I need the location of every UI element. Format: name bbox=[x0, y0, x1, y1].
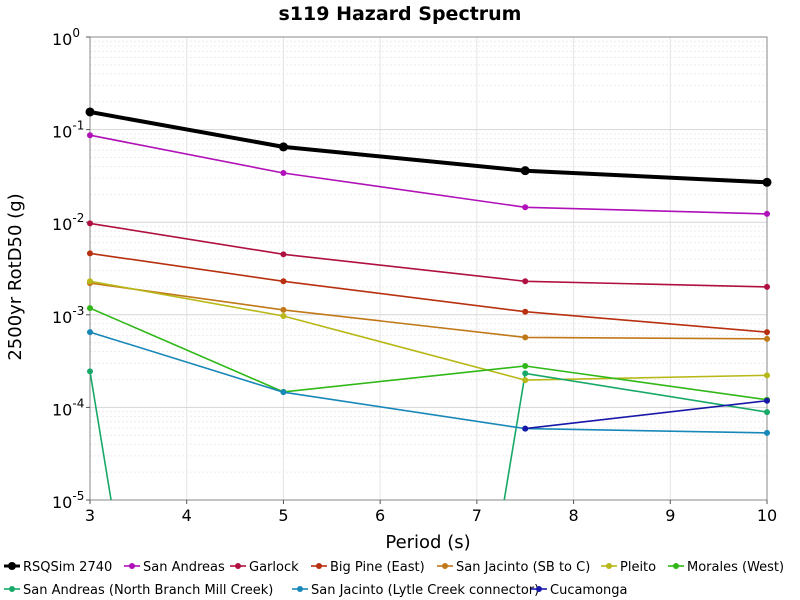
series-line bbox=[90, 134, 767, 215]
legend-label: RSQSim 2740 bbox=[23, 560, 112, 575]
x-tick-label: 7 bbox=[472, 506, 482, 525]
x-tick-label: 5 bbox=[278, 506, 288, 525]
data-point bbox=[522, 362, 529, 369]
legend: RSQSim 2740 San Andreas Garlock Big Pine (E… bbox=[4, 560, 784, 598]
data-point bbox=[87, 220, 93, 227]
legend-item: RSQSim 2740 bbox=[4, 560, 112, 575]
legend-swatch-point bbox=[129, 563, 135, 569]
legend-label: San Andreas bbox=[143, 560, 225, 575]
data-point bbox=[280, 389, 287, 396]
data-point bbox=[87, 132, 93, 139]
data-point bbox=[85, 107, 95, 117]
y-tick-exponent: -1 bbox=[72, 119, 84, 133]
data-point bbox=[280, 251, 287, 258]
series-line bbox=[90, 280, 767, 381]
legend-label: Big Pine (East) bbox=[330, 560, 425, 575]
series-line bbox=[90, 331, 767, 434]
legend-label: San Andreas (North Branch Mill Creek) bbox=[23, 583, 273, 598]
data-point bbox=[764, 429, 770, 436]
legend-swatch-point bbox=[8, 562, 16, 570]
data-point bbox=[764, 283, 770, 290]
legend-label: San Jacinto (SB to C) bbox=[456, 560, 590, 575]
legend-swatch-point bbox=[316, 563, 322, 569]
data-point bbox=[764, 210, 770, 217]
legend-item: Morales (West) bbox=[668, 560, 784, 575]
series-line bbox=[90, 307, 767, 401]
series-line bbox=[90, 222, 767, 288]
legend-item: San Andreas (North Branch Mill Creek) bbox=[4, 583, 273, 598]
legend-swatch-point bbox=[606, 563, 612, 569]
data-point bbox=[87, 329, 93, 336]
data-point bbox=[762, 177, 772, 187]
legend-swatch-point bbox=[235, 563, 241, 569]
legend-item: Garlock bbox=[230, 560, 299, 575]
data-point bbox=[522, 334, 529, 341]
data-point bbox=[520, 166, 530, 176]
series-lines bbox=[90, 110, 767, 500]
y-tick-exponent: -4 bbox=[72, 396, 84, 410]
data-point bbox=[87, 368, 93, 375]
data-point bbox=[522, 204, 529, 211]
plot-area bbox=[89, 36, 768, 501]
data-point bbox=[522, 370, 529, 377]
data-point bbox=[764, 372, 770, 379]
series-line bbox=[90, 282, 767, 340]
data-point bbox=[278, 142, 288, 152]
legend-swatch-point bbox=[9, 586, 15, 592]
chart-title: s119 Hazard Spectrum bbox=[279, 3, 522, 25]
x-axis-ticks: 3 4 5 6 7 8 9 10 bbox=[85, 500, 777, 525]
series-line bbox=[525, 399, 767, 430]
data-point bbox=[522, 425, 529, 432]
gridlines bbox=[89, 37, 768, 501]
legend-swatch-point bbox=[536, 586, 542, 592]
series-line bbox=[90, 371, 767, 500]
data-point bbox=[522, 278, 529, 285]
x-tick-label: 4 bbox=[182, 506, 192, 525]
x-tick-label: 3 bbox=[85, 506, 95, 525]
legend-item: Cucamonga bbox=[531, 583, 628, 598]
legend-swatch-point bbox=[297, 586, 303, 592]
legend-swatch-point bbox=[673, 563, 679, 569]
y-tick-exponent: -5 bbox=[72, 489, 84, 503]
data-point bbox=[280, 313, 287, 320]
series-points bbox=[85, 107, 772, 436]
data-point bbox=[87, 305, 93, 312]
y-tick-exponent: -2 bbox=[72, 211, 84, 225]
legend-item: San Andreas bbox=[124, 560, 225, 575]
data-point bbox=[522, 308, 529, 315]
data-point bbox=[522, 377, 529, 384]
x-tick-label: 6 bbox=[375, 506, 385, 525]
y-tick-exponent: -3 bbox=[72, 304, 84, 318]
data-point bbox=[764, 409, 770, 416]
legend-item: San Jacinto (SB to C) bbox=[437, 560, 590, 575]
legend-label: San Jacinto (Lytle Creek connector) bbox=[311, 583, 539, 598]
legend-swatch-point bbox=[442, 563, 448, 569]
legend-item: San Jacinto (Lytle Creek connector) bbox=[292, 583, 539, 598]
series-line bbox=[90, 110, 767, 185]
data-point bbox=[87, 250, 93, 257]
x-tick-label: 10 bbox=[757, 506, 777, 525]
data-point bbox=[764, 397, 770, 404]
x-tick-label: 8 bbox=[568, 506, 578, 525]
data-point bbox=[280, 169, 287, 176]
data-point bbox=[764, 329, 770, 336]
x-tick-label: 9 bbox=[665, 506, 675, 525]
data-point bbox=[280, 278, 287, 285]
legend-label: Pleito bbox=[620, 560, 656, 575]
data-point bbox=[280, 306, 287, 313]
data-point bbox=[87, 278, 93, 285]
data-point bbox=[764, 335, 770, 342]
y-tick-exponent: 0 bbox=[72, 26, 80, 40]
legend-label: Cucamonga bbox=[550, 583, 628, 598]
legend-label: Garlock bbox=[249, 560, 299, 575]
legend-item: Big Pine (East) bbox=[311, 560, 425, 575]
x-axis-label: Period (s) bbox=[385, 532, 470, 553]
series-line bbox=[90, 252, 767, 333]
legend-item: Pleito bbox=[601, 560, 656, 575]
legend-label: Morales (West) bbox=[687, 560, 784, 575]
y-axis-label: 2500yr RotD50 (g) bbox=[5, 193, 26, 360]
